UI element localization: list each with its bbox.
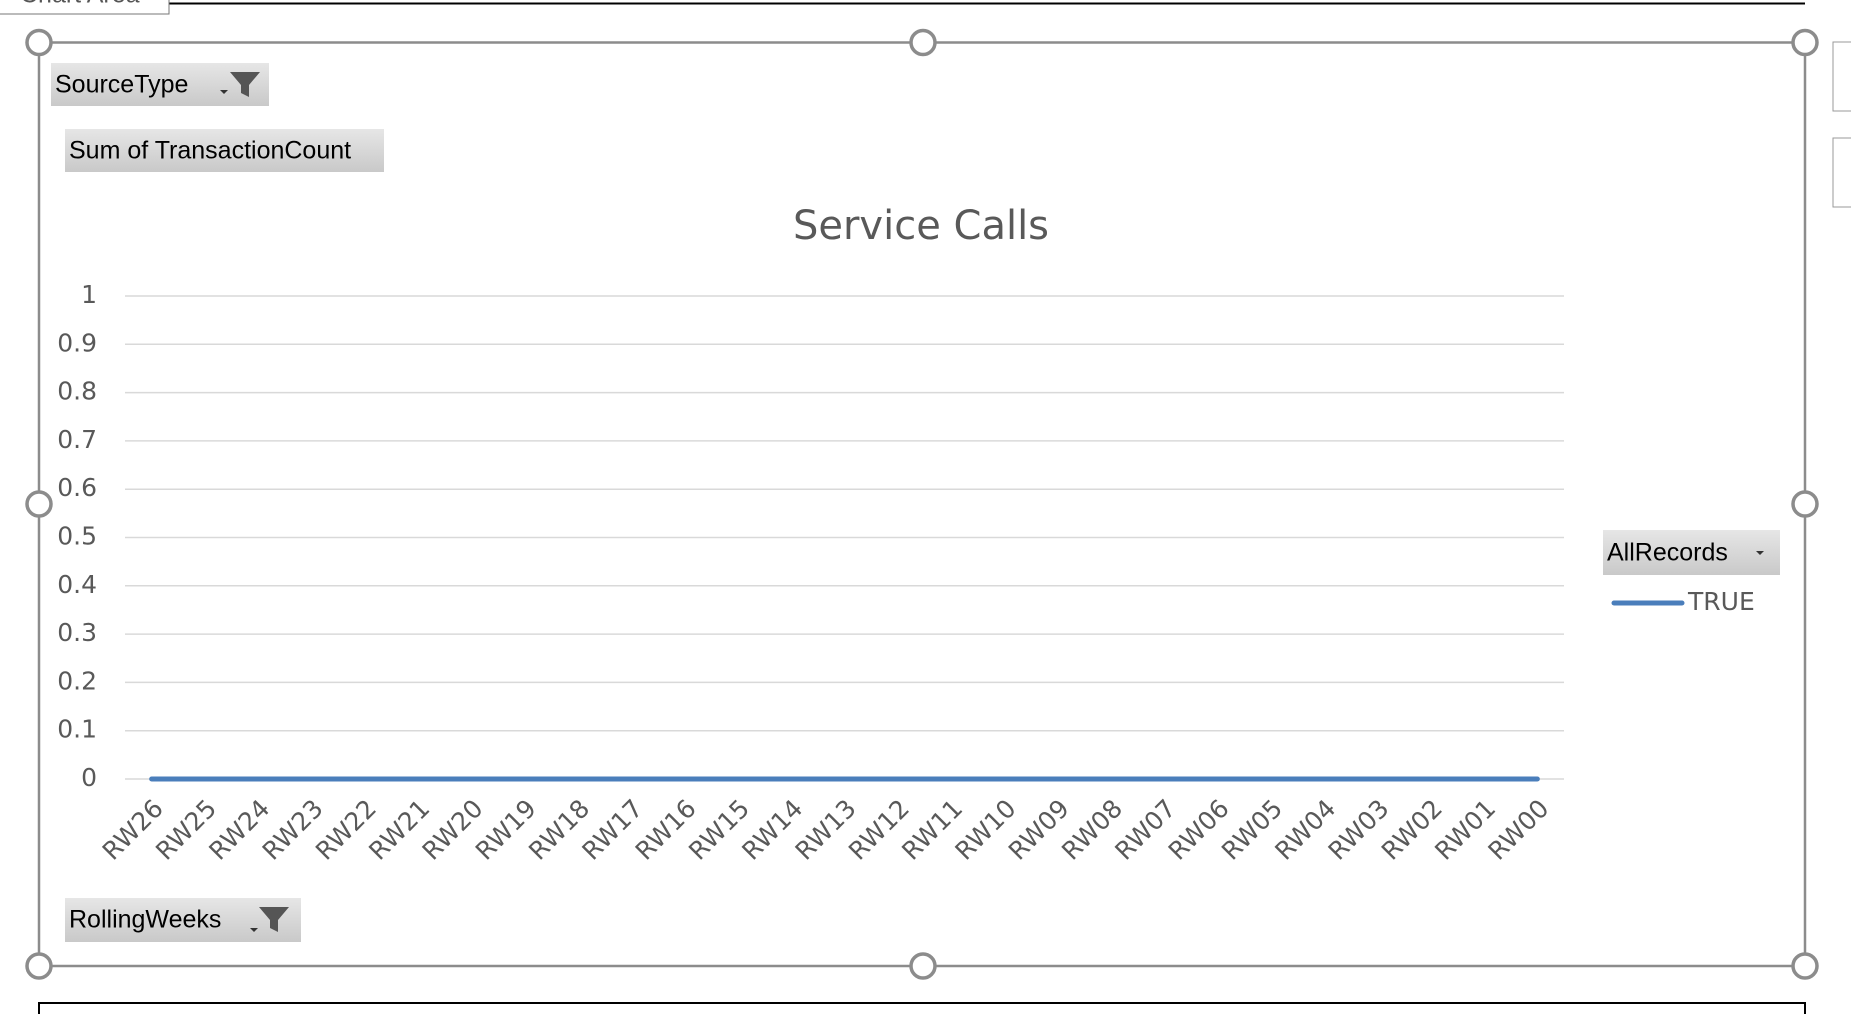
value-field-button[interactable]	[65, 129, 384, 172]
chart-title: Service Calls	[793, 203, 1049, 249]
y-tick-label: 0.5	[57, 522, 97, 551]
y-tick-label: 1	[81, 280, 97, 309]
filter-button[interactable]	[51, 63, 269, 106]
dropdown-arrow	[1756, 551, 1764, 555]
selection-handles	[25, 28, 1819, 980]
dropdown-arrow	[220, 90, 228, 94]
tooltip	[0, 0, 170, 15]
tooltip-text: Chart Area	[20, 0, 140, 9]
y-tick-label: 0.8	[57, 377, 97, 406]
y-tick-label: 0.7	[57, 425, 97, 454]
resize-handle	[1791, 490, 1819, 518]
resize-handle	[909, 952, 937, 980]
legend-field-button[interactable]	[1603, 530, 1780, 575]
resize-handle	[1791, 28, 1819, 57]
resize-handle	[25, 28, 53, 57]
y-tick-label: 0.6	[57, 473, 97, 502]
chart-area[interactable]	[37, 41, 1807, 968]
y-tick-label: 0.9	[57, 328, 97, 357]
side-button[interactable]	[1832, 41, 1851, 112]
button-label: RollingWeeks	[69, 906, 221, 934]
dropdown-arrow	[250, 928, 258, 932]
legend-label: TRUE	[1687, 587, 1755, 616]
border-line	[38, 1002, 1806, 1014]
filter-icon	[230, 72, 260, 97]
resize-handle	[25, 952, 53, 980]
filter-icon	[259, 907, 289, 932]
y-tick-label: 0.2	[57, 666, 97, 695]
y-tick-label: 0	[81, 763, 97, 792]
button-label: Sum of TransactionCount	[69, 137, 351, 165]
resize-handle	[1791, 952, 1819, 980]
resize-handle	[909, 28, 937, 57]
y-tick-label: 0.3	[57, 618, 97, 647]
side-button[interactable]	[1832, 137, 1851, 208]
button-label: SourceType	[55, 71, 188, 99]
button-label: AllRecords	[1607, 539, 1728, 567]
resize-handle	[25, 490, 53, 518]
y-tick-label: 0.4	[57, 570, 97, 599]
axis-field-button[interactable]	[65, 898, 301, 942]
y-tick-label: 0.1	[57, 715, 97, 744]
